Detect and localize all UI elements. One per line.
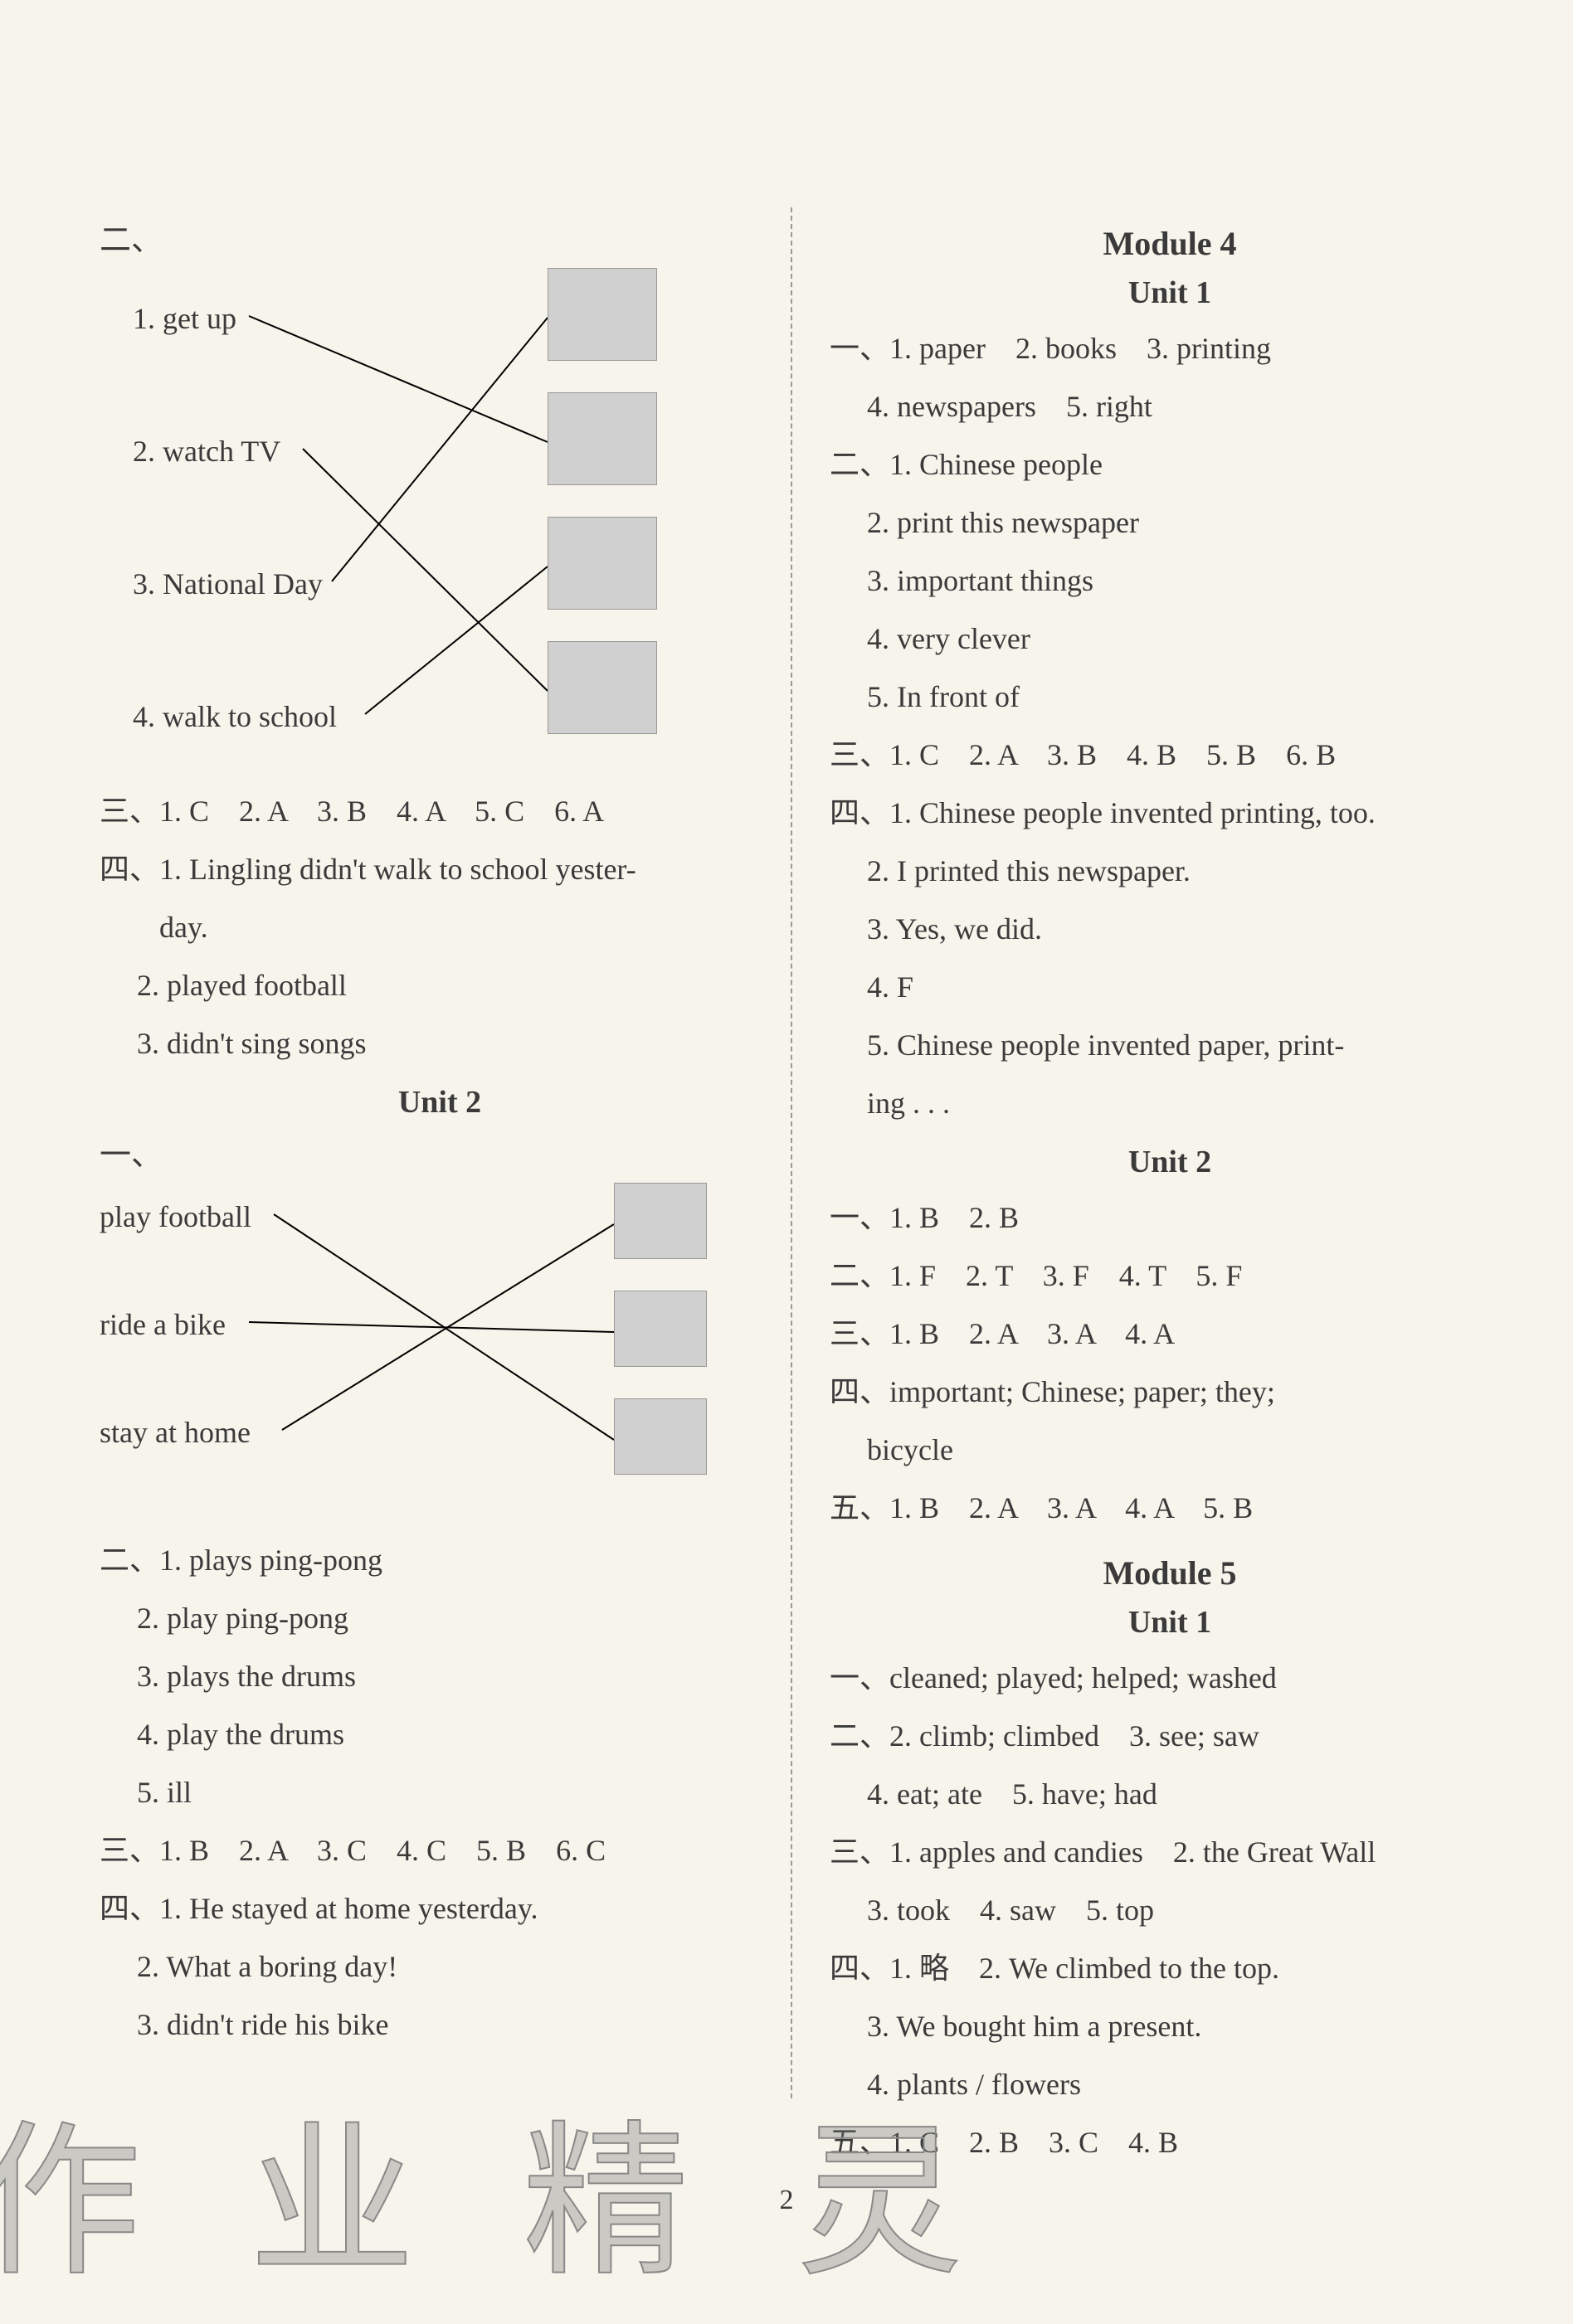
match2-img-1	[614, 1183, 707, 1259]
match2-line-2	[249, 1322, 614, 1332]
module4-heading: Module 4	[830, 224, 1510, 263]
match2-label-1: play football	[100, 1199, 251, 1234]
module5-heading: Module 5	[830, 1553, 1510, 1592]
page: 二、 1. get up 2. watch TV 3. National Day…	[0, 0, 1573, 2324]
match1-img-3	[548, 517, 657, 610]
m5u1-ii-1: 二、2. climb; climbed 3. see; saw	[830, 1707, 1510, 1765]
m5u1-iii-2: 3. took 4. saw 5. top	[830, 1881, 1510, 1939]
match1-img-2	[548, 392, 657, 485]
sec-iv-1b: day.	[100, 898, 780, 956]
match1-line-1	[249, 316, 548, 442]
match1-line-2	[303, 449, 548, 691]
u2-sec-ii-2: 2. play ping-pong	[100, 1589, 780, 1647]
match2-label-2: ride a bike	[100, 1307, 226, 1342]
unit2-heading: Unit 2	[100, 1084, 780, 1121]
match2-label-3: stay at home	[100, 1415, 251, 1450]
sec-iv-1: 四、1. Lingling didn't walk to school yest…	[100, 840, 780, 898]
match2-img-3	[614, 1398, 707, 1475]
u2-sec-iv-3: 3. didn't ride his bike	[100, 1996, 780, 2054]
match1-label-4: 4. walk to school	[133, 699, 337, 734]
m4u1-ii-1: 二、1. Chinese people	[830, 435, 1510, 493]
right-column: Module 4 Unit 1 一、1. paper 2. books 3. p…	[830, 207, 1510, 2171]
u2-sec-iii: 三、1. B 2. A 3. C 4. C 5. B 6. C	[100, 1821, 780, 1879]
m4u1-i-b: 4. newspapers 5. right	[830, 377, 1510, 435]
m4-unit1-heading: Unit 1	[830, 275, 1510, 311]
column-divider	[791, 207, 793, 2098]
m5u1-iv-2: 3. We bought him a present.	[830, 1997, 1510, 2055]
u2-sec-ii-4: 4. play the drums	[100, 1705, 780, 1763]
m4u2-v: 五、1. B 2. A 3. A 4. A 5. B	[830, 1479, 1510, 1537]
sec-ii-heading: 二、	[100, 214, 780, 260]
match1-img-4	[548, 641, 657, 734]
sec-iv-3: 3. didn't sing songs	[100, 1014, 780, 1072]
u2-sec-ii-1: 二、1. plays ping-pong	[100, 1531, 780, 1589]
m5u1-ii-2: 4. eat; ate 5. have; had	[830, 1765, 1510, 1823]
sec-iv-2: 2. played football	[100, 956, 780, 1014]
m4u1-iv-1: 四、1. Chinese people invented printing, t…	[830, 784, 1510, 842]
match1-line-4	[365, 566, 548, 714]
m4u1-iii: 三、1. C 2. A 3. B 4. B 5. B 6. B	[830, 726, 1510, 784]
sec-iii: 三、1. C 2. A 3. B 4. A 5. C 6. A	[100, 782, 780, 840]
m5u1-iii-1: 三、1. apples and candies 2. the Great Wal…	[830, 1823, 1510, 1881]
left-column: 二、 1. get up 2. watch TV 3. National Day…	[100, 207, 780, 2054]
watermark: 作 业 精 灵	[0, 2067, 996, 2307]
m4u1-iv-5b: ing . . .	[830, 1074, 1510, 1132]
u2-sec-ii-5: 5. ill	[100, 1763, 780, 1821]
u2-sec-i-heading: 一、	[100, 1129, 780, 1174]
m4u1-ii-2: 2. print this newspaper	[830, 493, 1510, 552]
m4u1-iv-2: 2. I printed this newspaper.	[830, 842, 1510, 900]
m4-unit2-heading: Unit 2	[830, 1144, 1510, 1180]
match1-label-3: 3. National Day	[133, 566, 323, 601]
m4u2-iv-1: 四、important; Chinese; paper; they;	[830, 1363, 1510, 1421]
m4u1-ii-5: 5. In front of	[830, 668, 1510, 726]
match-exercise-2: play football ride a bike stay at home	[100, 1183, 780, 1531]
match2-line-3	[282, 1224, 614, 1430]
m4u2-i: 一、1. B 2. B	[830, 1189, 1510, 1247]
m5u1-i: 一、cleaned; played; helped; washed	[830, 1649, 1510, 1707]
m4u1-ii-4: 4. very clever	[830, 610, 1510, 668]
match1-line-3	[332, 318, 548, 581]
m4u2-ii: 二、1. F 2. T 3. F 4. T 5. F	[830, 1247, 1510, 1305]
u2-sec-iv-2: 2. What a boring day!	[100, 1937, 780, 1996]
m5u1-iv-1: 四、1. 略 2. We climbed to the top.	[830, 1939, 1510, 1997]
m5-unit1-heading: Unit 1	[830, 1604, 1510, 1641]
m4u2-iv-2: bicycle	[830, 1421, 1510, 1479]
m4u1-iv-3: 3. Yes, we did.	[830, 900, 1510, 958]
match1-label-1: 1. get up	[133, 301, 236, 336]
u2-sec-ii-3: 3. plays the drums	[100, 1647, 780, 1705]
m4u1-i: 一、1. paper 2. books 3. printing	[830, 319, 1510, 377]
m4u1-iv-5: 5. Chinese people invented paper, print-	[830, 1016, 1510, 1074]
match2-img-2	[614, 1291, 707, 1367]
match1-label-2: 2. watch TV	[133, 434, 280, 469]
match1-img-1	[548, 268, 657, 361]
m4u1-ii-3: 3. important things	[830, 552, 1510, 610]
m4u2-iii: 三、1. B 2. A 3. A 4. A	[830, 1305, 1510, 1363]
match-exercise-1: 1. get up 2. watch TV 3. National Day 4.…	[100, 268, 780, 782]
u2-sec-iv-1: 四、1. He stayed at home yesterday.	[100, 1879, 780, 1937]
m4u1-iv-4: 4. F	[830, 958, 1510, 1016]
